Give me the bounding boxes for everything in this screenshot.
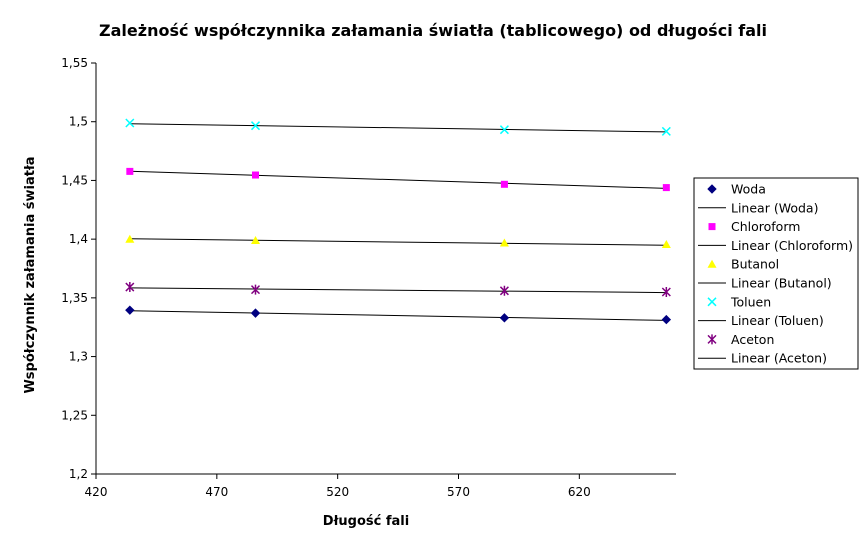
point-aceton	[499, 285, 509, 296]
point-chloroform	[662, 184, 670, 192]
trendline-aceton	[129, 287, 667, 294]
legend-marker-toluen	[707, 297, 717, 307]
point-toluen	[125, 118, 135, 128]
y-axis: 1,2 1,25 1,3 1,35 1,4 1,45 1,5 1,55	[61, 56, 96, 481]
point-butanol	[661, 240, 671, 249]
point-butanol	[125, 234, 135, 243]
trendlines	[129, 123, 667, 321]
legend-marker-butanol	[707, 259, 717, 268]
x-axis-title: Długość fali	[323, 514, 409, 529]
data-points	[125, 118, 672, 325]
legend-marker-chloroform	[708, 223, 716, 231]
trendline-toluen	[129, 123, 667, 133]
y-tick-label: 1,2	[69, 467, 88, 481]
y-axis-title: Współczynnik załamania światła	[23, 156, 38, 393]
legend-label-woda: Woda	[731, 182, 766, 197]
legend-marker-aceton	[707, 334, 717, 345]
point-butanol	[251, 236, 260, 245]
y-tick-label: 1,4	[69, 232, 88, 246]
legend-trend-label-chloroform: Linear (Chloroform)	[731, 238, 853, 253]
point-woda	[250, 308, 261, 318]
y-tick-label: 1,55	[61, 56, 88, 70]
x-tick-label: 570	[447, 485, 470, 499]
trendline-chloroform	[129, 170, 667, 189]
legend-trend-label-toluen: Linear (Toluen)	[731, 313, 824, 328]
y-tick-label: 1,25	[61, 408, 88, 422]
point-chloroform	[500, 180, 508, 188]
point-aceton	[661, 286, 671, 297]
legend-trend-label-butanol: Linear (Butanol)	[731, 276, 832, 291]
point-chloroform	[126, 167, 134, 175]
y-tick-label: 1,5	[69, 115, 88, 129]
legend-label-butanol: Butanol	[731, 257, 779, 272]
legend-label-toluen: Toluen	[730, 294, 771, 309]
x-tick-label: 420	[85, 485, 108, 499]
legend-box	[693, 177, 859, 370]
x-tick-label: 470	[205, 485, 228, 499]
trendline-woda	[129, 310, 667, 321]
point-toluen	[250, 121, 261, 131]
y-tick-label: 1,3	[69, 350, 88, 364]
legend-label-aceton: Aceton	[731, 332, 774, 347]
point-woda	[661, 314, 672, 325]
y-tick-label: 1,45	[61, 173, 88, 187]
point-chloroform	[252, 171, 259, 179]
point-woda	[499, 313, 510, 323]
legend-trend-label-woda: Linear (Woda)	[731, 200, 818, 215]
trendline-butanol	[129, 238, 667, 246]
x-axis: 420 470 520 570 620	[85, 474, 591, 499]
point-butanol	[499, 238, 509, 247]
x-tick-label: 620	[568, 485, 591, 499]
y-tick-label: 1,35	[61, 291, 88, 305]
legend: Woda Linear (Woda) Chloroform Linear (Chlor…	[693, 177, 859, 370]
legend-trend-label-aceton: Linear (Aceton)	[731, 351, 827, 366]
chart-title: Zależność współczynnika załamania światł…	[99, 21, 767, 40]
point-aceton	[250, 284, 261, 295]
legend-label-chloroform: Chloroform	[731, 219, 800, 234]
point-aceton	[125, 282, 135, 293]
legend-marker-woda	[707, 184, 717, 194]
point-woda	[125, 305, 135, 315]
point-toluen	[661, 126, 671, 136]
point-toluen	[499, 125, 509, 135]
x-tick-label: 520	[326, 485, 349, 499]
